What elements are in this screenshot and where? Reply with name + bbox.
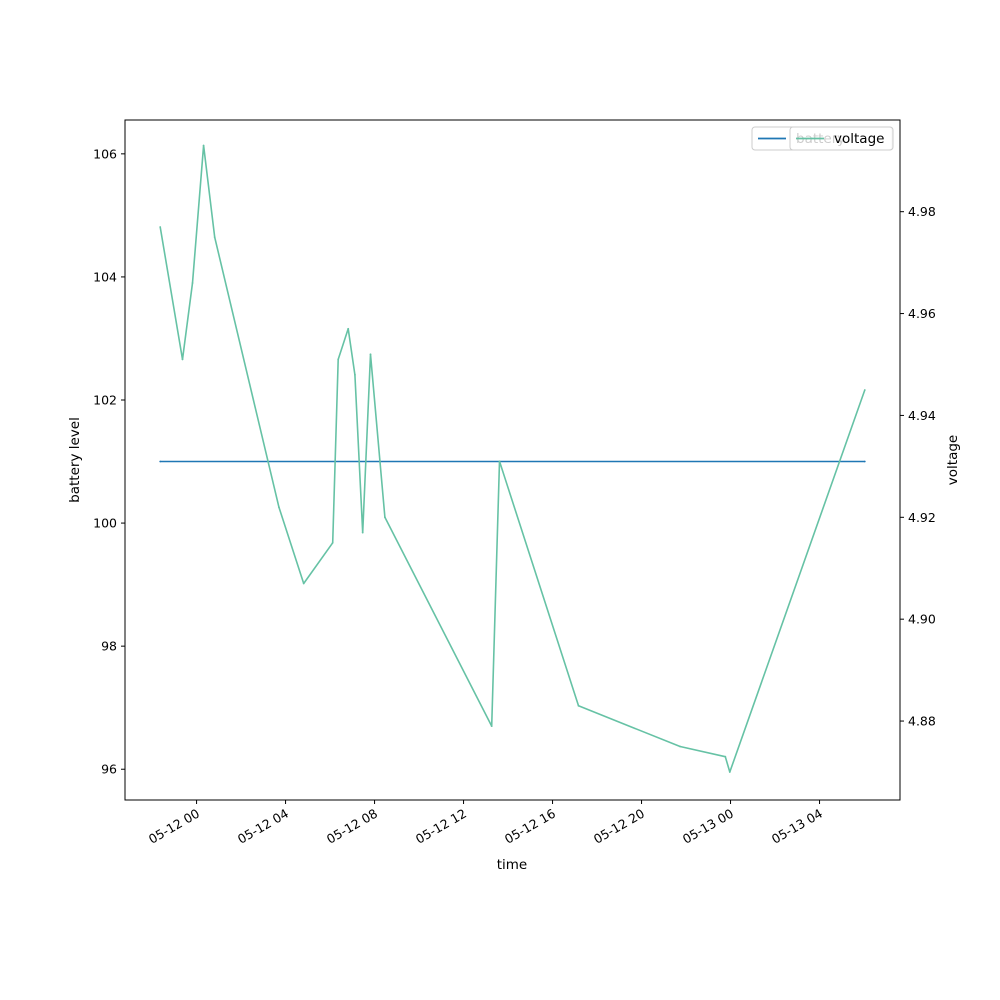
data-point-voltage xyxy=(354,373,356,376)
y-axis-left: 96 98 100 102 104 106 xyxy=(93,146,125,777)
y2-tick-label: 4.96 xyxy=(908,306,936,321)
data-point-voltage xyxy=(863,389,866,391)
data-point-voltage xyxy=(679,745,681,748)
data-point-voltage xyxy=(337,358,340,361)
y2-axis-label: voltage xyxy=(945,435,961,485)
data-point-voltage xyxy=(331,541,334,544)
data-point-voltage xyxy=(213,236,216,239)
data-point-voltage xyxy=(490,725,493,727)
data-point-voltage xyxy=(159,226,162,228)
y-axis-label: battery level xyxy=(67,417,83,503)
y2-tick-label: 4.94 xyxy=(908,408,936,423)
x-axis-label: time xyxy=(497,857,528,873)
data-point-voltage xyxy=(577,704,580,707)
y-tick-label: 100 xyxy=(93,516,117,531)
legend: batteryvoltage xyxy=(751,126,894,151)
legend-box xyxy=(789,126,894,151)
data-point-voltage xyxy=(181,358,184,361)
data-point-voltage xyxy=(369,353,372,356)
data-point-voltage xyxy=(278,506,280,508)
series-layer xyxy=(159,144,866,773)
data-point-battery xyxy=(159,460,162,463)
data-point-voltage xyxy=(724,755,727,758)
data-point-voltage xyxy=(361,531,364,534)
y-tick-label: 98 xyxy=(101,639,117,654)
data-point-voltage xyxy=(347,327,350,330)
legend-voltage: voltage xyxy=(789,126,894,151)
y-tick-label: 96 xyxy=(101,762,117,777)
data-point-voltage xyxy=(498,460,501,463)
y-tick-label: 106 xyxy=(93,146,117,161)
legend-label: voltage xyxy=(834,131,884,147)
y-tick-label: 102 xyxy=(93,393,117,408)
data-point-voltage xyxy=(191,282,194,284)
data-point-voltage xyxy=(728,771,731,773)
y2-tick-label: 4.92 xyxy=(908,510,936,525)
data-point-voltage xyxy=(302,582,305,585)
data-point-battery xyxy=(863,460,866,463)
data-point-voltage xyxy=(202,144,205,147)
plot-frame xyxy=(124,119,901,801)
y2-tick-label: 4.90 xyxy=(908,612,936,627)
y-tick-label: 104 xyxy=(93,269,117,284)
y-axis-right: 4.88 4.90 4.92 4.94 4.96 4.98 xyxy=(900,204,936,729)
y2-tick-label: 4.98 xyxy=(908,204,936,219)
y2-tick-label: 4.88 xyxy=(908,714,936,729)
data-point-voltage xyxy=(384,516,386,519)
